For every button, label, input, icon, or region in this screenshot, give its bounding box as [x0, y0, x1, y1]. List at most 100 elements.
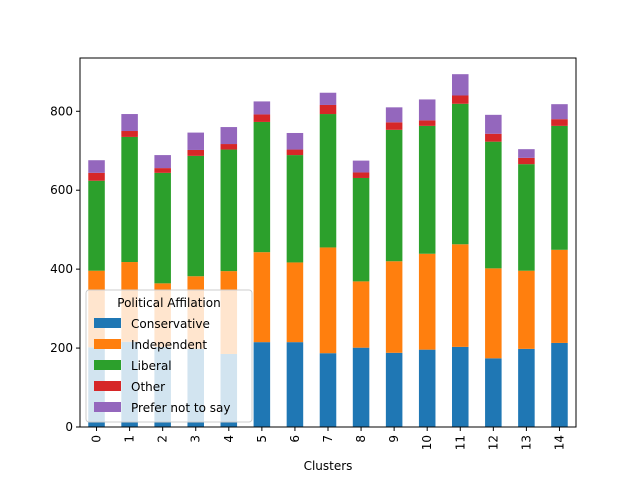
x-tick-label: 2 [156, 435, 170, 443]
bar-other-cluster-11 [452, 95, 469, 104]
bar-prefer-not-to-say-cluster-9 [385, 107, 403, 123]
bar-conservative-cluster-12 [485, 358, 502, 427]
legend-swatch [94, 360, 121, 370]
legend-swatch [94, 318, 121, 328]
plot-frame [79, 57, 577, 428]
bar-liberal-cluster-11 [452, 103, 469, 245]
x-tick-label: 6 [288, 435, 302, 443]
legend-label: Liberal [131, 359, 172, 373]
x-tick-label: 11 [453, 435, 467, 450]
bar-other-cluster-14 [551, 119, 568, 126]
bar-liberal-cluster-10 [418, 125, 436, 254]
bar-prefer-not-to-say-cluster-4 [220, 127, 238, 145]
legend-label: Other [131, 380, 165, 394]
bar-other-cluster-13 [518, 157, 535, 165]
bar-independent-cluster-5 [253, 252, 271, 343]
bar-liberal-cluster-5 [253, 121, 271, 253]
legend-swatch [94, 339, 121, 349]
bar-conservative-cluster-7 [319, 353, 337, 427]
x-tick-label: 7 [321, 435, 335, 443]
bar-prefer-not-to-say-cluster-10 [418, 99, 436, 121]
x-tick-label: 13 [519, 435, 533, 450]
bar-conservative-cluster-9 [385, 352, 403, 427]
bar-other-cluster-9 [385, 122, 403, 130]
x-tick-label: 3 [189, 435, 203, 443]
bar-independent-cluster-14 [551, 249, 568, 343]
y-tick-label: 400 [50, 262, 73, 276]
y-tick-label: 600 [50, 183, 73, 197]
bar-prefer-not-to-say-cluster-1 [121, 114, 138, 132]
bar-other-cluster-4 [220, 144, 238, 150]
legend-swatch [94, 402, 121, 412]
legend-label: Prefer not to say [131, 401, 230, 415]
bar-liberal-cluster-6 [286, 155, 304, 263]
y-tick-label: 200 [50, 341, 73, 355]
bar-prefer-not-to-say-cluster-7 [319, 92, 337, 105]
bar-liberal-cluster-3 [187, 155, 204, 277]
x-tick-label: 1 [123, 435, 137, 443]
bar-conservative-cluster-10 [418, 349, 436, 427]
y-tick-label: 0 [65, 420, 73, 434]
legend-box [85, 289, 253, 423]
bar-prefer-not-to-say-cluster-5 [253, 101, 271, 115]
bar-prefer-not-to-say-cluster-14 [551, 104, 568, 120]
bar-other-cluster-8 [352, 172, 370, 178]
bar-conservative-cluster-11 [452, 346, 469, 427]
y-axis: 0 200 400 600 800 [50, 104, 80, 434]
bar-liberal-cluster-9 [385, 129, 403, 262]
bar-independent-cluster-9 [385, 261, 403, 353]
bar-liberal-cluster-14 [551, 125, 568, 250]
x-tick-label: 12 [486, 435, 500, 450]
bar-liberal-cluster-8 [352, 177, 370, 282]
bar-other-cluster-2 [154, 168, 171, 173]
legend-title: Political Affilation [117, 296, 220, 310]
x-axis: 0 1 2 3 4 5 6 7 8 9 10 11 12 13 14 [90, 427, 566, 450]
bar-conservative-cluster-5 [253, 342, 271, 427]
bar-other-cluster-10 [418, 120, 436, 126]
x-tick-label: 9 [387, 435, 401, 443]
x-tick-label: 5 [255, 435, 269, 443]
bar-conservative-cluster-6 [286, 342, 304, 427]
bar-conservative-cluster-14 [551, 342, 568, 427]
bar-independent-cluster-13 [518, 270, 535, 349]
bar-other-cluster-1 [121, 131, 138, 137]
x-axis-label: Clusters [304, 459, 353, 473]
bar-independent-cluster-7 [319, 247, 337, 354]
bar-conservative-cluster-13 [518, 348, 535, 427]
bar-other-cluster-3 [187, 149, 204, 156]
bar-prefer-not-to-say-cluster-8 [352, 160, 370, 173]
legend-swatch [94, 381, 121, 391]
legend-label: Conservative [131, 317, 210, 331]
bar-independent-cluster-10 [418, 253, 436, 350]
bar-independent-cluster-6 [286, 262, 304, 343]
bar-prefer-not-to-say-cluster-2 [154, 155, 171, 169]
bar-independent-cluster-12 [485, 268, 502, 359]
x-tick-label: 8 [354, 435, 368, 443]
bar-other-cluster-12 [485, 133, 502, 142]
bar-conservative-cluster-8 [352, 347, 370, 427]
bar-liberal-cluster-2 [154, 172, 171, 284]
bar-independent-cluster-11 [452, 244, 469, 347]
bar-liberal-cluster-4 [220, 149, 238, 272]
bar-prefer-not-to-say-cluster-12 [485, 114, 502, 134]
bar-prefer-not-to-say-cluster-0 [88, 160, 105, 173]
bar-liberal-cluster-13 [518, 164, 535, 271]
bar-independent-cluster-8 [352, 281, 370, 348]
legend: Political Affilation Conservative Independ… [85, 289, 253, 423]
x-tick-label: 0 [90, 435, 104, 443]
y-tick-label: 800 [50, 104, 73, 118]
bar-other-cluster-6 [286, 149, 304, 156]
bar-other-cluster-5 [253, 114, 271, 122]
bar-prefer-not-to-say-cluster-3 [187, 132, 204, 150]
bar-liberal-cluster-7 [319, 114, 337, 248]
bar-prefer-not-to-say-cluster-11 [452, 74, 469, 96]
legend-label: Independent [131, 338, 207, 352]
x-tick-label: 4 [222, 435, 236, 443]
x-tick-label: 14 [552, 435, 566, 450]
bar-prefer-not-to-say-cluster-13 [518, 149, 535, 158]
bar-other-cluster-7 [319, 104, 337, 115]
bar-liberal-cluster-0 [88, 180, 105, 271]
bar-prefer-not-to-say-cluster-6 [286, 132, 304, 150]
